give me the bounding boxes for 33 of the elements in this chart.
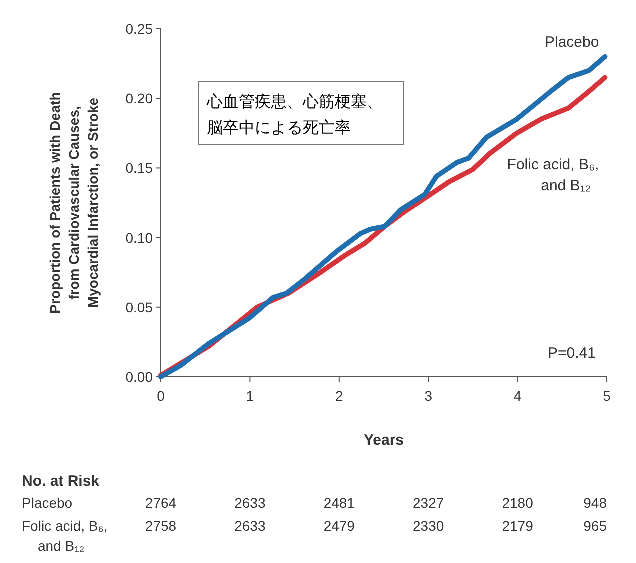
series-label: Folic acid, B₆, and B₁₂ [507,156,600,195]
y-tick-label: 0.20 [126,90,154,107]
text: 2633 [234,518,266,534]
text: No. at Risk [22,473,100,490]
text: 2633 [234,495,266,511]
x-tick-label: 1 [246,388,254,404]
text: Placebo [22,495,73,511]
text: 2179 [502,518,534,534]
y-tick-label: 0.05 [126,299,154,316]
text: 2764 [145,495,177,511]
y-tick-label: 0.10 [126,230,154,246]
y-tick-label: 0.15 [126,160,154,176]
text: 心血管疾患、心筋梗塞、脳卒中による死亡率 [206,93,383,137]
text: 2330 [413,518,444,534]
text: 948 [584,495,608,511]
series-label: Placebo [544,34,600,51]
y-tick-label: 0.25 [126,21,154,37]
text: 2180 [502,495,534,511]
text: 2479 [324,518,356,534]
text: 2327 [413,495,444,511]
y-tick-label: 0.00 [126,369,154,385]
annotation: P=0.41 [548,345,596,362]
y-axis-title: Proportion of Patients with Death from Cardiovascular Causes, Myocardial Infarction, or Stroke [47,92,101,314]
x-tick-label: 3 [424,388,433,404]
text: Folic acid, B₆, and B₁₂ [22,518,108,554]
text: 2481 [324,495,356,511]
text: 2758 [145,518,177,534]
x-tick-label: 4 [514,388,522,404]
x-tick-label: 2 [336,388,344,404]
x-tick-label: 0 [157,388,166,404]
x-axis-title: Years [364,432,404,449]
text: 965 [584,518,608,534]
x-tick-label: 5 [603,388,612,404]
